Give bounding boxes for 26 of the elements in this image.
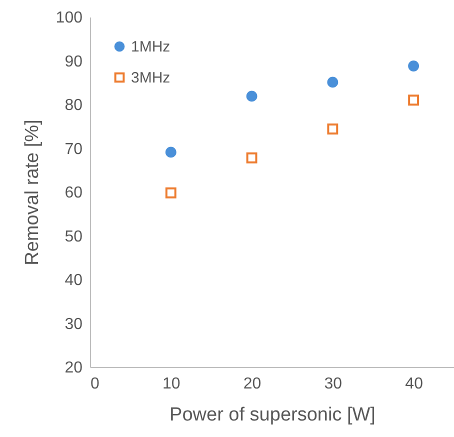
y-tick-label: 30	[64, 316, 83, 333]
y-tick-label: 80	[64, 97, 83, 114]
x-tick-label: 30	[324, 376, 342, 392]
x-tick-label: 40	[405, 376, 424, 392]
point	[327, 76, 338, 88]
point	[408, 94, 420, 106]
y-tick-label: 50	[64, 228, 83, 246]
y-tick-label: 100	[56, 10, 83, 26]
point	[246, 90, 258, 102]
y-tick-label: 90	[64, 53, 83, 70]
y-tick-label: 20	[64, 360, 83, 376]
x-axis-title: Power of supersonic [W]	[170, 404, 376, 426]
x-tick-label: 0	[90, 376, 100, 392]
y-tick-label: 40	[64, 272, 83, 289]
y-tick-label: 70	[64, 140, 83, 158]
y-tick-label: 60	[64, 184, 83, 202]
y-axis-title: Removal rate [%]	[22, 120, 43, 266]
legend-label: 1MHz	[131, 38, 170, 56]
point	[327, 124, 338, 134]
x-tick-label: 10	[162, 376, 180, 392]
point	[408, 60, 420, 72]
x-tick-label: 20	[243, 376, 262, 392]
point	[246, 152, 258, 164]
point	[165, 187, 176, 198]
point	[165, 146, 176, 158]
legend-label: 3MHz	[131, 70, 170, 86]
